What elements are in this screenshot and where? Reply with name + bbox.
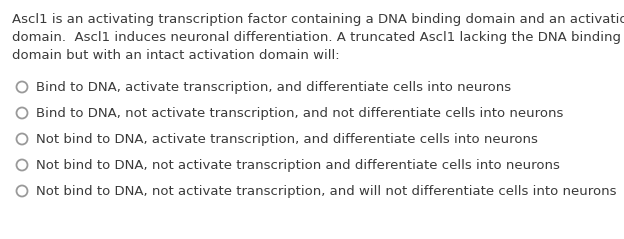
Text: domain but with an intact activation domain will:: domain but with an intact activation dom… <box>12 49 339 61</box>
Text: Bind to DNA, not activate transcription, and not differentiate cells into neuron: Bind to DNA, not activate transcription,… <box>36 107 563 120</box>
Text: Not bind to DNA, not activate transcription and differentiate cells into neurons: Not bind to DNA, not activate transcript… <box>36 158 560 172</box>
Text: domain.  Ascl1 induces neuronal differentiation. A truncated Ascl1 lacking the D: domain. Ascl1 induces neuronal different… <box>12 31 621 43</box>
Text: Bind to DNA, activate transcription, and differentiate cells into neurons: Bind to DNA, activate transcription, and… <box>36 81 511 93</box>
Text: Ascl1 is an activating transcription factor containing a DNA binding domain and : Ascl1 is an activating transcription fac… <box>12 12 624 26</box>
Text: Not bind to DNA, not activate transcription, and will not differentiate cells in: Not bind to DNA, not activate transcript… <box>36 185 617 197</box>
Text: Not bind to DNA, activate transcription, and differentiate cells into neurons: Not bind to DNA, activate transcription,… <box>36 132 538 146</box>
